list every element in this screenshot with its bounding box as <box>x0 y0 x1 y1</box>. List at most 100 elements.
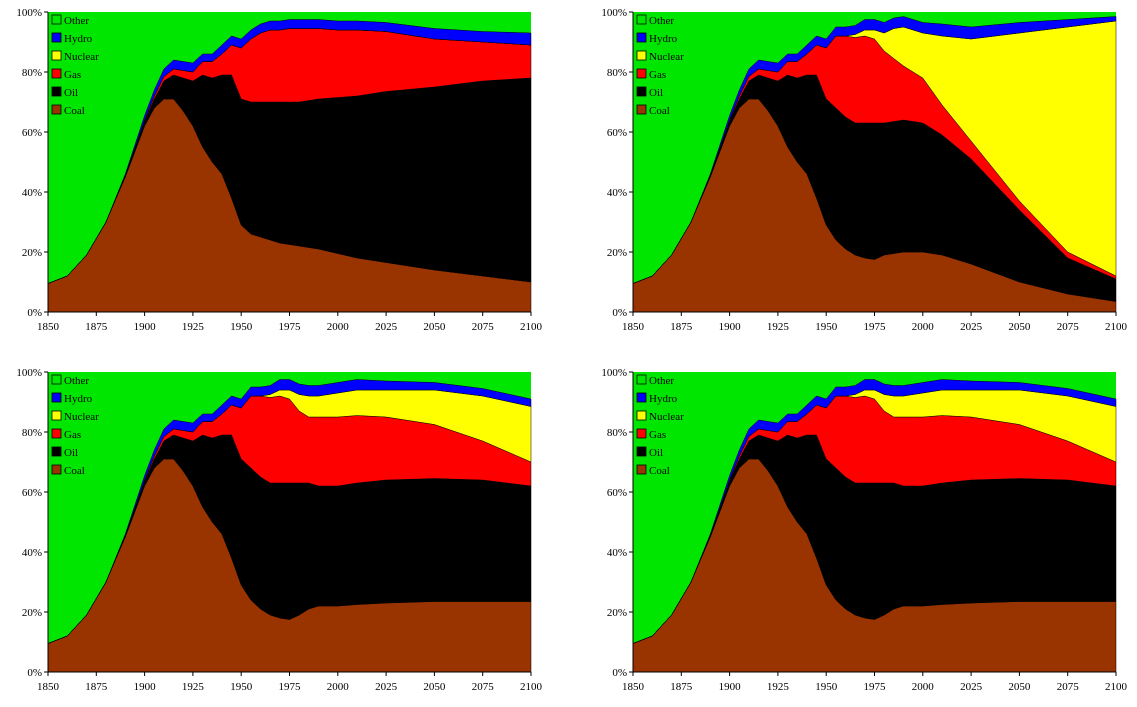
stacked-area-chart: 0% 20% 40% 60% 80% 100% 1850 1875 1900 1925 1950 19… <box>16 367 543 693</box>
x-tick-label: 1850 <box>37 321 60 333</box>
x-tick-label: 2100 <box>1105 321 1128 333</box>
x-tick-label: 1850 <box>622 681 645 693</box>
y-tick-label: 20% <box>607 247 627 259</box>
x-tick-label: 1950 <box>230 681 253 693</box>
x-tick-label: 1950 <box>230 321 253 333</box>
y-tick-label: 0% <box>612 667 627 679</box>
y-tick-label: 80% <box>607 427 627 439</box>
x-tick-label: 2025 <box>960 321 983 333</box>
legend-swatch-gas <box>636 68 647 79</box>
x-tick-label: 1875 <box>85 681 108 693</box>
legend-label-other: Other <box>649 375 674 387</box>
legend-label-hydro: Hydro <box>649 33 678 45</box>
legend-label-coal: Coal <box>649 105 670 117</box>
y-tick-label: 0% <box>27 667 42 679</box>
x-tick-label: 1875 <box>670 681 693 693</box>
stacked-area-chart: 0% 20% 40% 60% 80% 100% 1850 1875 1900 1925 1950 19… <box>16 7 543 333</box>
legend-label-gas: Gas <box>64 429 81 441</box>
x-tick-label: 1900 <box>134 321 157 333</box>
legend-swatch-hydro <box>51 32 62 43</box>
x-tick-label: 2050 <box>1008 321 1031 333</box>
x-tick-label: 2100 <box>520 321 543 333</box>
legend-label-nuclear: Nuclear <box>649 411 684 423</box>
series-area-hydro <box>632 16 1117 284</box>
x-tick-label: 1975 <box>279 681 302 693</box>
stacked-area-chart: 0% 20% 40% 60% 80% 100% 1850 1875 1900 1925 1950 19… <box>601 7 1128 333</box>
legend-swatch-gas <box>51 68 62 79</box>
x-tick-label: 2050 <box>423 681 446 693</box>
legend-swatch-other <box>51 374 62 385</box>
x-tick-label: 2050 <box>423 321 446 333</box>
legend-swatch-nuclear <box>51 50 62 61</box>
legend-label-coal: Coal <box>649 465 670 477</box>
legend: Other Hydro Nuclear Gas Oil Coal <box>636 14 684 117</box>
x-tick-label: 2050 <box>1008 681 1031 693</box>
x-tick-label: 2100 <box>520 681 543 693</box>
x-tick-label: 1975 <box>279 321 302 333</box>
legend-swatch-hydro <box>636 32 647 43</box>
y-tick-label: 60% <box>22 127 42 139</box>
series-area-hydro <box>47 19 532 284</box>
x-tick-label: 1975 <box>864 321 887 333</box>
legend-swatch-oil <box>636 446 647 457</box>
legend-swatch-coal <box>636 464 647 475</box>
legend-swatch-other <box>636 14 647 25</box>
legend-swatch-gas <box>51 428 62 439</box>
legend-label-nuclear: Nuclear <box>649 51 684 63</box>
series-area-hydro <box>47 379 532 644</box>
y-tick-label: 80% <box>22 427 42 439</box>
x-tick-label: 1875 <box>85 321 108 333</box>
y-tick-label: 100% <box>16 7 42 19</box>
y-tick-label: 100% <box>601 7 627 19</box>
legend-label-oil: Oil <box>64 87 78 99</box>
y-tick-label: 100% <box>16 367 42 379</box>
legend-swatch-oil <box>636 86 647 97</box>
legend-swatch-gas <box>636 428 647 439</box>
legend-label-oil: Oil <box>64 447 78 459</box>
legend-swatch-oil <box>51 86 62 97</box>
x-tick-label: 1900 <box>134 681 157 693</box>
legend-label-nuclear: Nuclear <box>64 51 99 63</box>
x-tick-label: 1950 <box>815 321 838 333</box>
chart-top-right: 0% 20% 40% 60% 80% 100% 1850 1875 1900 1925 1950 19… <box>585 0 1137 347</box>
legend-swatch-coal <box>51 464 62 475</box>
x-tick-label: 1900 <box>719 321 742 333</box>
legend-swatch-hydro <box>51 392 62 403</box>
y-tick-label: 60% <box>22 487 42 499</box>
legend-label-gas: Gas <box>649 429 666 441</box>
y-tick-label: 80% <box>22 67 42 79</box>
x-tick-label: 2000 <box>912 321 935 333</box>
legend: Other Hydro Nuclear Gas Oil Coal <box>51 14 99 117</box>
x-tick-label: 1875 <box>670 321 693 333</box>
y-tick-label: 40% <box>607 187 627 199</box>
x-tick-label: 1925 <box>182 681 205 693</box>
x-tick-label: 2075 <box>1057 681 1080 693</box>
legend-label-other: Other <box>649 15 674 27</box>
x-tick-label: 1925 <box>767 321 790 333</box>
y-tick-label: 80% <box>607 67 627 79</box>
y-tick-label: 40% <box>607 547 627 559</box>
legend-swatch-nuclear <box>636 410 647 421</box>
legend-label-gas: Gas <box>64 69 81 81</box>
legend-label-hydro: Hydro <box>64 393 93 405</box>
legend-swatch-nuclear <box>636 50 647 61</box>
x-tick-label: 2000 <box>912 681 935 693</box>
x-tick-label: 2075 <box>1057 321 1080 333</box>
y-tick-label: 100% <box>601 367 627 379</box>
x-tick-label: 1925 <box>182 321 205 333</box>
x-tick-label: 2000 <box>327 321 350 333</box>
legend: Other Hydro Nuclear Gas Oil Coal <box>51 374 99 477</box>
x-tick-label: 1975 <box>864 681 887 693</box>
y-tick-label: 20% <box>22 607 42 619</box>
x-tick-label: 2075 <box>472 681 495 693</box>
x-tick-label: 2100 <box>1105 681 1128 693</box>
legend-label-hydro: Hydro <box>64 33 93 45</box>
legend-swatch-other <box>51 14 62 25</box>
x-tick-label: 1850 <box>37 681 60 693</box>
legend-label-hydro: Hydro <box>649 393 678 405</box>
legend-label-oil: Oil <box>649 87 663 99</box>
chart-bottom-right: 0% 20% 40% 60% 80% 100% 1850 1875 1900 1925 1950 19… <box>585 360 1137 707</box>
legend-label-nuclear: Nuclear <box>64 411 99 423</box>
y-tick-label: 40% <box>22 547 42 559</box>
legend-swatch-hydro <box>636 392 647 403</box>
